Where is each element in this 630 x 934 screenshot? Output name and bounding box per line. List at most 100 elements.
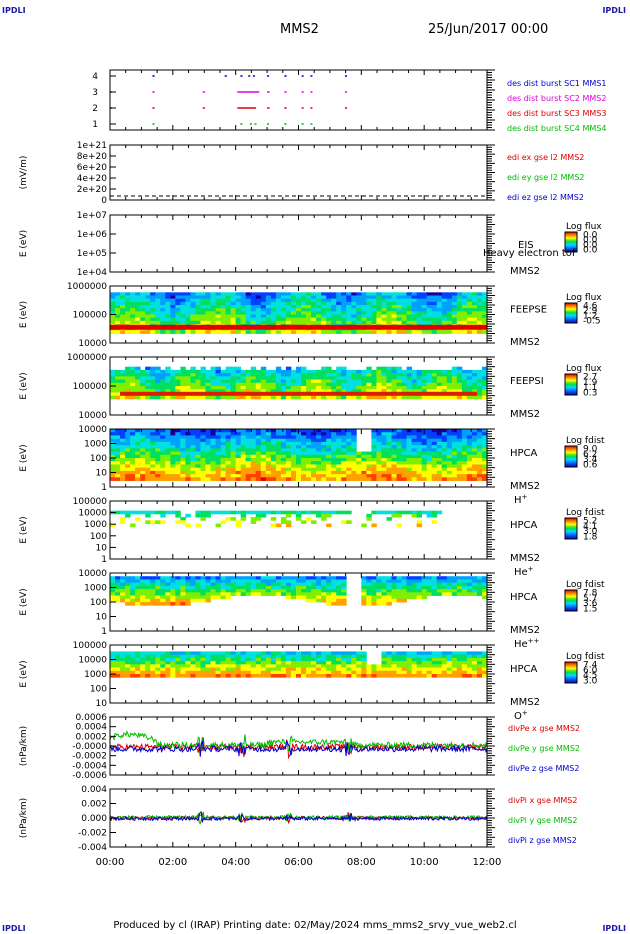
hpca_he-spectrogram-cell: [341, 520, 347, 524]
hpca_h-spectrogram-cell: [341, 474, 347, 478]
hpca_hepp-spectrogram-cell: [250, 579, 257, 584]
hpca_o-spectrogram-cell: [451, 654, 458, 659]
hpca_h-colorbar-tick-label: 9.0: [583, 445, 598, 455]
feepsi-spectrogram-cell: [446, 382, 453, 387]
hpca_he-spectrogram-cell: [225, 517, 232, 521]
hpca_h-species-label: H+: [514, 493, 528, 506]
hpca_hepp-spectrogram-cell: [311, 579, 317, 584]
feepse-spectrogram-cell: [406, 292, 412, 296]
feepse-spectrogram-cell: [436, 292, 443, 296]
feepsi-spectrogram-cell: [356, 376, 362, 380]
hpca_h-spectrogram-cell: [311, 461, 317, 465]
feepse-spectrogram-cell: [210, 330, 216, 334]
hpca_he-spectrogram-cell: [336, 510, 342, 515]
hpca_hepp-spectrogram-cell: [406, 582, 412, 587]
feepse-spectrogram-cell: [170, 320, 176, 325]
hpca_h-spectrogram-cell: [125, 474, 131, 478]
hpca_h-spectrogram-cell: [366, 451, 372, 456]
feepsi-spectrogram-cell: [245, 386, 252, 390]
hpca_h-spectrogram-cell: [235, 448, 242, 452]
hpca_h-spectrogram-cell: [311, 448, 317, 452]
feepsi-spectrogram-cell: [280, 369, 287, 374]
hpca_h-spectrogram-cell: [200, 432, 206, 436]
feepse-spectrogram-cell: [255, 295, 262, 300]
hpca_h-spectrogram-cell: [225, 461, 232, 465]
hpca_he-spectrogram-cell: [205, 513, 211, 518]
hpca_h-spectrogram-cell: [351, 458, 357, 462]
feepse-spectrogram-cell: [376, 298, 382, 303]
feepsi-spectrogram-cell: [401, 389, 407, 393]
hpca_hepp-spectrogram-cell: [295, 576, 302, 580]
feepse-spectrogram-cell: [381, 301, 387, 306]
hpca_h-spectrogram-cell: [115, 429, 121, 433]
hpca_h-spectrogram-cell: [170, 441, 176, 446]
hpca_h-spectrogram-cell: [130, 454, 136, 459]
hpca_o-spectrogram-cell: [165, 667, 171, 672]
hpca_hepp-spectrogram-cell: [280, 582, 287, 587]
hpca_h-spectrogram-cell: [451, 435, 458, 440]
feepse-spectrogram-cell: [411, 317, 418, 322]
hpca_h-ytick-label: 1: [101, 483, 107, 493]
hpca_hepp-spectrogram-cell: [285, 595, 292, 600]
hpca_hepp-spectrogram-cell: [446, 592, 453, 596]
feepse-spectrogram-cell: [361, 305, 367, 309]
hpca_hepp-spectrogram-cell: [361, 595, 367, 600]
feepsi-spectrogram-cell: [426, 373, 433, 377]
feepse-spectrogram-cell: [270, 330, 277, 334]
hpca_h-spectrogram-cell: [275, 445, 282, 449]
hpca_h-spectrogram-cell: [240, 464, 247, 469]
hpca_o-spectrogram-cell: [175, 661, 181, 665]
feepsi-spectrogram-cell: [165, 389, 171, 393]
feepsi-spectrogram-cell: [421, 395, 428, 400]
hpca_o-spectrogram-cell: [260, 670, 267, 675]
feepsi-spectrogram-cell: [391, 366, 397, 371]
feepse-spectrogram-cell: [210, 317, 216, 322]
feepse-spectrogram-cell: [160, 295, 166, 300]
hpca_h-spectrogram-cell: [396, 435, 402, 440]
feepse-spectrogram-cell: [250, 320, 257, 325]
hpca_h-spectrogram-cell: [381, 445, 387, 449]
feepsi-spectrogram-cell: [321, 379, 327, 384]
hpca_h-spectrogram-cell: [301, 464, 307, 469]
hpca_hepp-spectrogram-cell: [361, 592, 367, 596]
hpca_hepp-spectrogram-cell: [240, 592, 247, 596]
hpca_h-spectrogram-cell: [376, 445, 382, 449]
feepse-spectrogram-cell: [275, 295, 282, 300]
feepse-spectrogram-cell: [295, 295, 302, 300]
hpca_h-spectrogram-cell: [461, 464, 468, 469]
hpca_o-spectrogram-cell: [115, 654, 121, 659]
feepsi-spectrogram-cell: [451, 382, 458, 387]
hpca_h-spectrogram-cell: [341, 458, 347, 462]
hpca_hepp-spectrogram-cell: [406, 589, 412, 593]
feepsi-spectrogram-cell: [366, 369, 372, 374]
feepsi-spectrogram-cell: [431, 389, 438, 393]
feepsi-spectrogram-cell: [155, 373, 161, 377]
feepse-spectrogram-cell: [306, 292, 312, 296]
feepsi-spectrogram-cell: [215, 389, 221, 393]
feepsi-spectrogram-cell: [275, 389, 282, 393]
feepse-spectrogram-cell: [205, 292, 211, 296]
hpca_hepp-spectrogram-cell: [361, 576, 367, 580]
feepse-spectrogram-cell: [220, 320, 227, 325]
hpca_o-spectrogram-cell: [235, 661, 242, 665]
feepsi-spectrogram-cell: [461, 395, 468, 400]
hpca_hepp-spectrogram-cell: [386, 582, 392, 587]
feepse-spectrogram-cell: [220, 311, 227, 315]
hpca_h-spectrogram-cell: [240, 441, 247, 446]
feepse-spectrogram-cell: [120, 314, 126, 319]
hpca_hepp-spectrogram-cell: [120, 592, 126, 596]
hpca_o-spectrogram-cell: [326, 651, 332, 656]
feepsi-spectrogram-cell: [306, 369, 312, 374]
hpca_h-spectrogram-cell: [145, 438, 151, 443]
feepse-spectrogram-cell: [285, 330, 292, 334]
hpca_h-spectrogram-cell: [145, 474, 151, 478]
feepse-spectrogram-cell: [220, 295, 227, 300]
hpca_hepp-spectrogram-cell: [110, 592, 116, 596]
feepsi-spectrogram-cell: [290, 373, 297, 377]
hpca_h-spectrogram-cell: [436, 445, 443, 449]
feepsi-spectrogram-cell: [220, 373, 227, 377]
hpca_hepp-spectrogram-cell: [175, 589, 181, 593]
feepsi-spectrogram-cell: [311, 379, 317, 384]
feepse-spectrogram-cell: [401, 308, 407, 312]
hpca_h-spectrogram-cell: [331, 461, 337, 465]
